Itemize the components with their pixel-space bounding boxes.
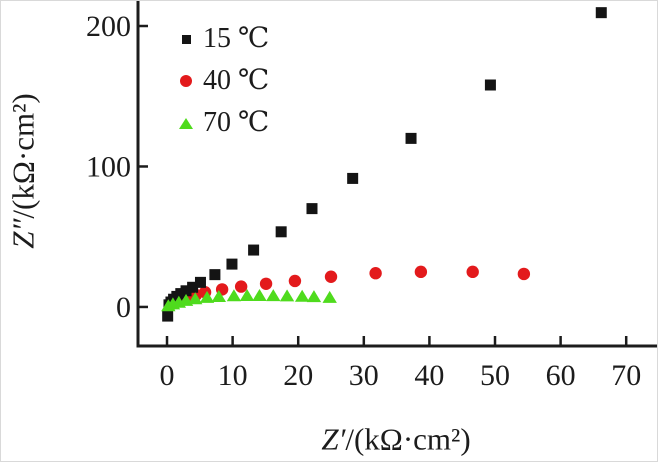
circle-marker-icon [177, 75, 195, 87]
triangle-marker-icon [177, 117, 195, 129]
y-tick-label: 100 [86, 150, 131, 183]
x-axis-label: Z′/(kΩ·cm²) [321, 424, 470, 455]
square-marker-icon [177, 34, 195, 44]
x-tick-label: 70 [611, 359, 641, 392]
x-tick-label: 0 [160, 359, 175, 392]
y-tick-label: 200 [86, 10, 131, 43]
legend-item-40c: 40 ℃ [177, 60, 269, 102]
x-tick-label: 40 [414, 359, 444, 392]
x-tick-label: 50 [480, 359, 510, 392]
tick-marks [139, 24, 628, 345]
series-70℃ [161, 288, 337, 312]
x-tick-label: 60 [546, 359, 576, 392]
x-tick-label: 20 [283, 359, 313, 392]
legend-label-40c: 40 ℃ [203, 65, 270, 96]
x-axis-symbol: Z′ [321, 421, 346, 457]
axes [136, 1, 657, 348]
x-axis-unit: /(kΩ·cm²) [345, 421, 471, 457]
legend: 15 ℃ 40 ℃ 70 ℃ [177, 18, 269, 144]
y-axis-label: Z″/(kΩ·cm²) [5, 93, 41, 249]
x-tick-label: 10 [218, 359, 248, 392]
y-axis-unit: /(kΩ·cm²) [5, 93, 41, 219]
y-axis-symbol: Z″ [5, 218, 41, 249]
legend-item-70c: 70 ℃ [177, 102, 269, 144]
y-tick-label: 0 [116, 291, 131, 324]
legend-label-70c: 70 ℃ [203, 107, 270, 138]
x-tick-label: 30 [349, 359, 379, 392]
tick-labels: 0 10 20 30 40 50 60 70 0 100 200 [86, 10, 641, 392]
legend-label-15c: 15 ℃ [203, 23, 270, 54]
legend-item-15c: 15 ℃ [177, 18, 269, 60]
